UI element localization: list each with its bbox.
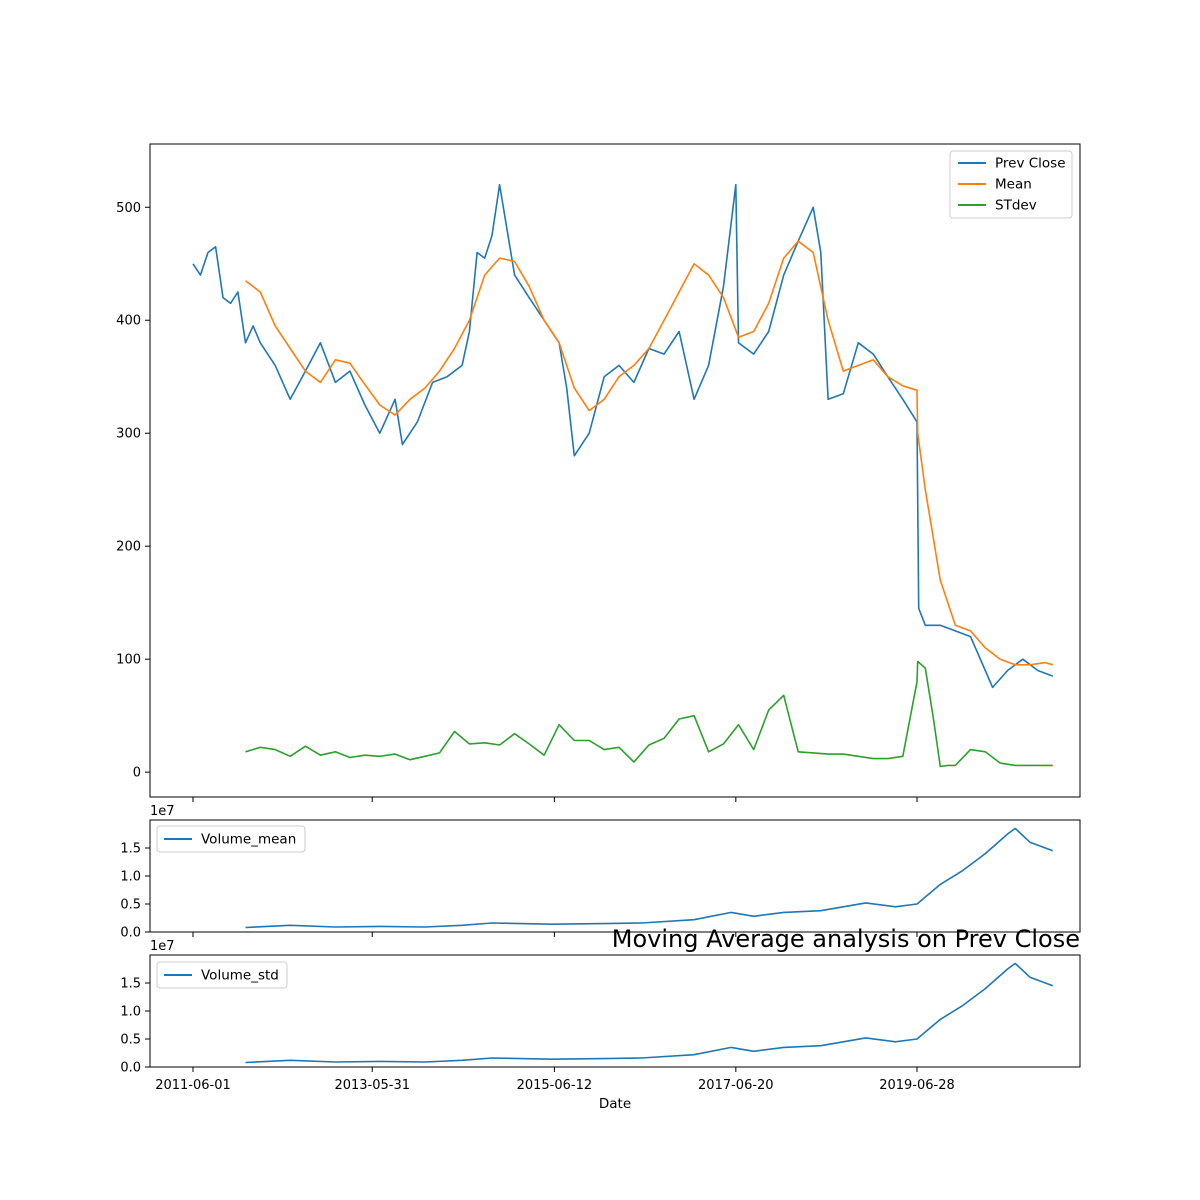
- legend-label-volume-std: Volume_std: [201, 968, 279, 984]
- volume-std-y-axis: 0.0 0.5 1.0 1.5: [120, 977, 150, 1076]
- series-line-mean: [245, 240, 1054, 666]
- y-tick-label: 0.5: [120, 1033, 141, 1048]
- volume-mean-legend: Volume_mean: [156, 825, 306, 853]
- y-tick-label: 1.5: [120, 842, 141, 857]
- y-tick-label: 200: [116, 540, 141, 555]
- volume-mean-panel: 1e7 0.0 0.5 1.0 1.5 Volume_mean: [120, 804, 1081, 941]
- volume-mean-y-axis: 0.0 0.5 1.0 1.5: [120, 842, 150, 941]
- y-tick-label: 1.0: [120, 1005, 141, 1020]
- y-tick-label: 300: [116, 427, 141, 442]
- volume-std-x-ticks: 2011-06-01 2013-05-31 2015-06-12 2017-06-20…: [155, 1067, 955, 1093]
- volume-mean-multiplier-label: 1e7: [150, 804, 175, 819]
- volume-std-panel: 1e7 Moving Average analysis on Prev Clos…: [120, 925, 1081, 1112]
- y-tick-label: 0.0: [120, 1061, 141, 1076]
- series-line-stdev: [245, 660, 1053, 768]
- price-x-ticks: [192, 797, 918, 802]
- volume-std-plot-frame: [149, 954, 1081, 1068]
- y-tick-label: 100: [116, 653, 141, 668]
- x-tick-label: 2013-05-31: [334, 1078, 410, 1093]
- legend-label-stdev: STdev: [995, 198, 1037, 214]
- y-tick-label: 1.5: [120, 977, 141, 992]
- x-tick-label: 2017-06-20: [698, 1078, 774, 1093]
- y-tick-label: 500: [116, 201, 141, 216]
- x-tick-label: 2019-06-28: [879, 1078, 955, 1093]
- volume-mean-legend-box: [156, 825, 306, 853]
- y-tick-label: 0.0: [120, 926, 141, 941]
- volume-mean-x-ticks: [192, 932, 918, 937]
- volume-mean-series-group: [245, 827, 1054, 929]
- x-axis-label: Date: [599, 1096, 631, 1112]
- x-tick-label: 2011-06-01: [155, 1078, 231, 1093]
- y-tick-label: 1.0: [120, 870, 141, 885]
- volume-std-legend-box: [156, 961, 288, 989]
- legend-label-volume-mean: Volume_mean: [201, 832, 296, 848]
- x-tick-label: 2015-06-12: [517, 1078, 593, 1093]
- y-tick-label: 0.5: [120, 898, 141, 913]
- price-legend-box: [949, 150, 1073, 219]
- legend-label-prev-close: Prev Close: [995, 156, 1066, 172]
- legend-label-mean: Mean: [995, 177, 1032, 193]
- price-series-group: [192, 183, 1054, 768]
- price-plot-frame: [149, 143, 1081, 798]
- series-line-prev-close: [192, 183, 1054, 689]
- volume-std-multiplier-label: 1e7: [150, 939, 175, 954]
- series-line-volume-mean: [245, 827, 1054, 929]
- y-tick-label: 400: [116, 314, 141, 329]
- series-line-volume-std: [245, 962, 1054, 1064]
- price-panel: 0 100 200 300 400 500 Prev Close Mean STdev: [116, 143, 1081, 802]
- volume-std-legend: Volume_std: [156, 961, 288, 989]
- chart-title: Moving Average analysis on Prev Close: [612, 925, 1080, 953]
- price-legend: Prev Close Mean STdev: [949, 150, 1073, 219]
- price-y-axis: 0 100 200 300 400 500: [116, 201, 150, 781]
- volume-std-series-group: [245, 962, 1054, 1064]
- y-tick-label: 0: [133, 766, 141, 781]
